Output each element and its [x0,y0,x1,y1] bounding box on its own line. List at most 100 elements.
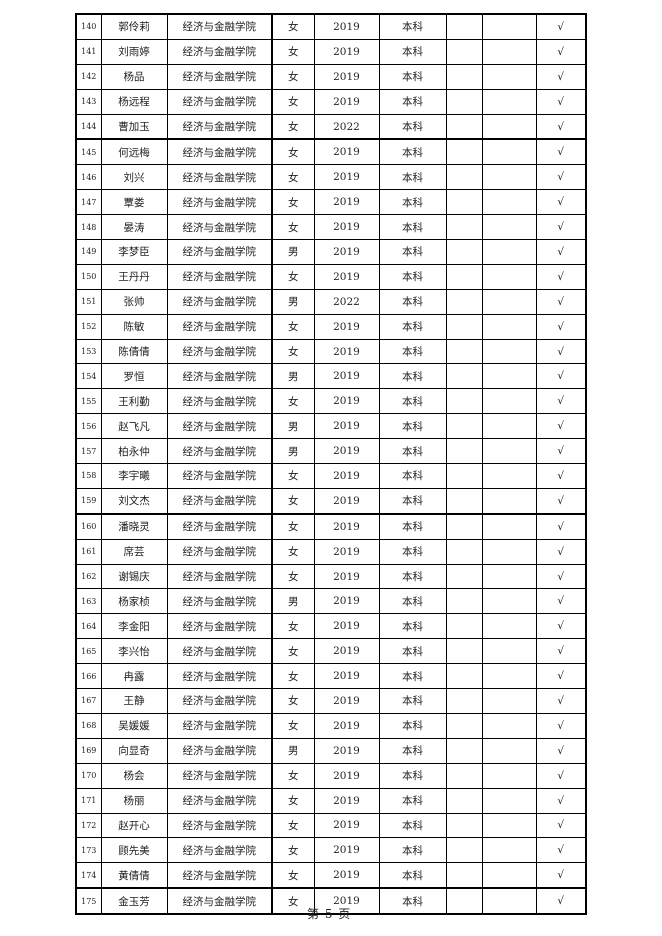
gender: 女 [271,338,315,365]
gender: 女 [271,113,315,141]
degree-level: 本科 [378,63,447,90]
table-row: 153 陈倩倩 经济与金融学院女 2019 本科 √ [75,338,587,365]
blank-col-1 [445,613,483,640]
blank-col-2 [481,13,537,40]
blank-col-2 [481,588,537,615]
degree-level: 本科 [378,338,447,365]
blank-col-2 [481,513,537,540]
enrollment-year: 2019 [313,438,380,465]
degree-level: 本科 [378,288,447,315]
college: 经济与金融学院 [166,113,273,141]
college: 经济与金融学院 [166,263,273,290]
check-mark: √ [535,13,587,40]
student-name: 晏涛 [100,214,168,241]
college: 经济与金融学院 [166,164,273,191]
blank-col-2 [481,762,537,789]
table-row: 151 张帅 经济与金融学院男 2022 本科 √ [75,288,587,315]
enrollment-year: 2019 [313,63,380,90]
degree-level: 本科 [378,214,447,241]
student-name: 罗恒 [100,363,168,390]
student-name: 杨丽 [100,787,168,814]
student-name: 黄倩倩 [100,862,168,890]
college: 经济与金融学院 [166,538,273,565]
enrollment-year: 2019 [313,239,380,265]
college: 经济与金融学院 [166,438,273,465]
check-mark: √ [535,413,587,440]
degree-level: 本科 [378,638,447,665]
college: 经济与金融学院 [166,787,273,814]
blank-col-2 [481,214,537,241]
college: 经济与金融学院 [166,712,273,739]
college: 经济与金融学院 [166,812,273,839]
gender: 女 [271,538,315,565]
table-row: 169 向显奇 经济与金融学院男 2019 本科 √ [75,737,587,764]
row-number: 160 [75,513,102,540]
check-mark: √ [535,712,587,739]
row-number: 152 [75,313,102,340]
degree-level: 本科 [378,588,447,615]
table-row: 147 覃娄 经济与金融学院女 2019 本科 √ [75,189,587,216]
table-row: 149 李梦臣 经济与金融学院男 2019 本科 √ [75,239,587,265]
row-number: 155 [75,388,102,415]
table-row: 146 刘兴 经济与金融学院女 2019 本科 √ [75,164,587,191]
degree-level: 本科 [378,138,447,166]
table-row: 148 晏涛 经济与金融学院女 2019 本科 √ [75,214,587,241]
college: 经济与金融学院 [166,288,273,315]
table-row: 166 冉露 经济与金融学院女 2019 本科 √ [75,663,587,690]
check-mark: √ [535,214,587,241]
college: 经济与金融学院 [166,313,273,340]
blank-col-1 [445,138,483,166]
gender: 女 [271,513,315,540]
college: 经济与金融学院 [166,688,273,714]
table-row: 160 潘晓灵 经济与金融学院女 2019 本科 √ [75,513,587,540]
gender: 女 [271,38,315,65]
blank-col-1 [445,638,483,665]
student-name: 王利勤 [100,388,168,415]
check-mark: √ [535,812,587,839]
row-number: 175 [75,887,102,915]
blank-col-2 [481,413,537,440]
row-number: 141 [75,38,102,65]
row-number: 159 [75,487,102,515]
table-row: 173 顾先美 经济与金融学院女 2019 本科 √ [75,837,587,864]
enrollment-year: 2019 [313,487,380,515]
table-row: 167 王静 经济与金融学院女 2019 本科 √ [75,688,587,714]
check-mark: √ [535,588,587,615]
enrollment-year: 2019 [313,538,380,565]
enrollment-year: 2019 [313,563,380,590]
enrollment-year: 2019 [313,338,380,365]
gender: 男 [271,288,315,315]
table-row: 157 柏永仲 经济与金融学院男 2019 本科 √ [75,438,587,465]
enrollment-year: 2019 [313,762,380,789]
student-name: 席芸 [100,538,168,565]
blank-col-2 [481,712,537,739]
check-mark: √ [535,762,587,789]
blank-col-1 [445,787,483,814]
table-row: 165 李兴怡 经济与金融学院女 2019 本科 √ [75,638,587,665]
blank-col-1 [445,63,483,90]
degree-level: 本科 [378,363,447,390]
row-number: 157 [75,438,102,465]
blank-col-1 [445,313,483,340]
table-row: 154 罗恒 经济与金融学院男 2019 本科 √ [75,363,587,390]
enrollment-year: 2019 [313,189,380,216]
enrollment-year: 2019 [313,588,380,615]
row-number: 146 [75,164,102,191]
blank-col-1 [445,164,483,191]
blank-col-1 [445,538,483,565]
student-name: 李兴怡 [100,638,168,665]
enrollment-year: 2019 [313,837,380,864]
college: 经济与金融学院 [166,513,273,540]
gender: 女 [271,189,315,216]
college: 经济与金融学院 [166,88,273,115]
blank-col-1 [445,214,483,241]
degree-level: 本科 [378,239,447,265]
blank-col-1 [445,13,483,40]
gender: 男 [271,737,315,764]
enrollment-year: 2019 [313,263,380,290]
student-name: 王丹丹 [100,263,168,290]
blank-col-1 [445,712,483,739]
row-number: 149 [75,239,102,265]
row-number: 173 [75,837,102,864]
table-row: 163 杨家桢 经济与金融学院男 2019 本科 √ [75,588,587,615]
